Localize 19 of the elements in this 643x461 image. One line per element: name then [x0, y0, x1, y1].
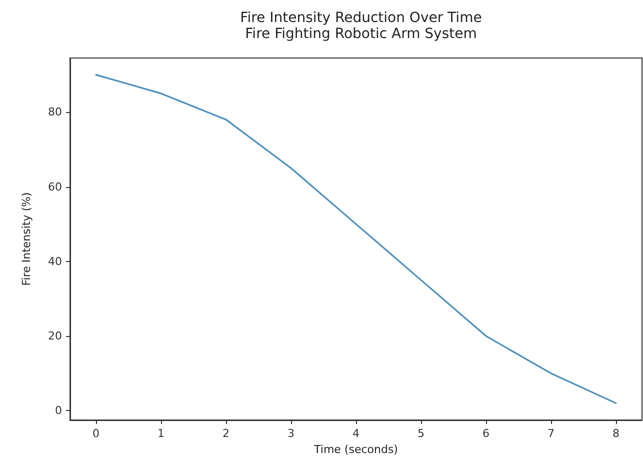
- x-axis-title: Time (seconds): [313, 442, 398, 456]
- y-tick-label: 40: [48, 254, 62, 268]
- y-tick-label: 0: [55, 404, 62, 418]
- x-tick-label: 3: [288, 427, 294, 440]
- chart-title: Fire Intensity Reduction Over Time: [240, 10, 482, 26]
- chart-subtitle: Fire Fighting Robotic Arm System: [245, 26, 477, 42]
- x-tick-label: 2: [222, 427, 230, 440]
- y-tick-label: 60: [48, 180, 62, 194]
- x-tick-label: 7: [548, 427, 554, 440]
- x-tick-label: 8: [612, 427, 620, 440]
- x-tick-label: 6: [482, 427, 490, 440]
- y-axis-title: Fire Intensity (%): [20, 192, 33, 286]
- y-tick-label: 20: [48, 330, 62, 343]
- x-tick-label: 0: [92, 427, 100, 440]
- y-tick-label: 80: [48, 106, 62, 119]
- x-tick-label: 4: [352, 427, 360, 440]
- x-tick-label: 5: [418, 427, 424, 440]
- x-tick-label: 1: [158, 427, 164, 440]
- line-series: [95, 74, 617, 404]
